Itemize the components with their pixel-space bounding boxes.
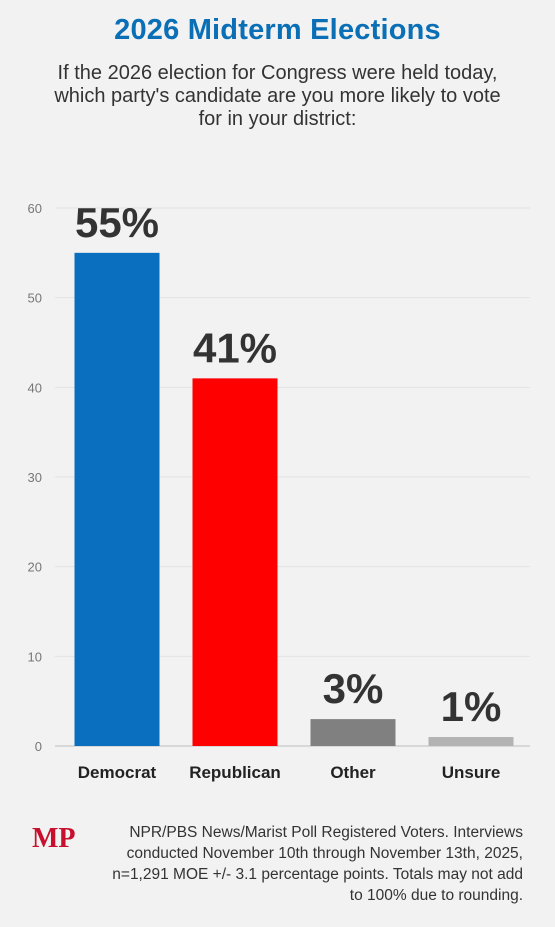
y-tick-label: 50 (28, 291, 42, 306)
page-subtitle: If the 2026 election for Congress were h… (54, 62, 501, 130)
y-tick-label: 30 (28, 470, 42, 485)
bar-unsure (428, 737, 514, 746)
y-tick-label: 20 (28, 560, 42, 575)
x-tick-label-democrat: Democrat (78, 763, 157, 782)
x-tick-label-other: Other (330, 763, 376, 782)
marist-poll-logo: MP (32, 823, 76, 854)
x-axis: Democrat Republican Other Unsure (78, 763, 501, 782)
data-label-republican: 41% (193, 324, 277, 371)
data-label-other: 3% (323, 665, 384, 712)
x-tick-label-unsure: Unsure (442, 763, 501, 782)
y-tick-label: 60 (28, 201, 42, 216)
page-title: 2026 Midterm Elections (114, 14, 441, 46)
data-labels: 55% 41% 3% 1% (75, 199, 501, 730)
y-tick-label: 10 (28, 649, 42, 664)
y-axis: 0 10 20 30 40 50 60 (28, 201, 42, 754)
source-note: NPR/PBS News/Marist Poll Registered Vote… (112, 824, 523, 904)
bar-democrat (74, 252, 160, 747)
svg-text:MP: MP (32, 823, 76, 854)
bars (74, 252, 514, 747)
data-label-democrat: 55% (75, 199, 159, 246)
data-label-unsure: 1% (441, 683, 502, 730)
bar-republican (192, 378, 278, 746)
y-tick-label: 40 (28, 380, 42, 395)
x-tick-label-republican: Republican (189, 763, 281, 782)
bar-other (310, 719, 396, 746)
y-tick-label: 0 (35, 739, 42, 754)
